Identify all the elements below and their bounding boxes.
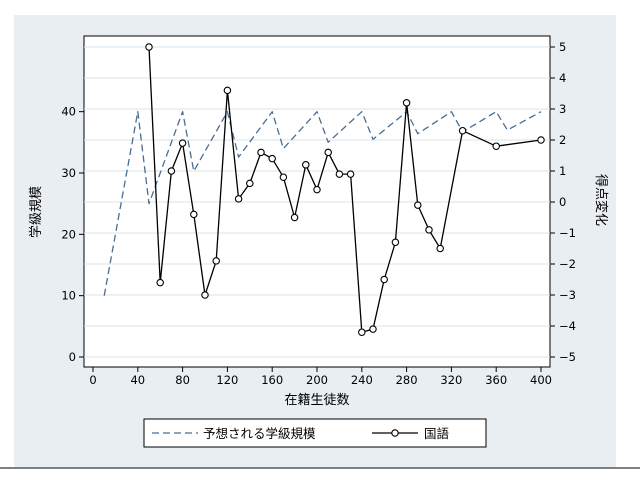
data-point-japanese <box>425 226 433 234</box>
y-right-tick-label: 1 <box>559 164 566 178</box>
series-line-expected-class-size <box>103 111 542 296</box>
x-tick-label: 80 <box>175 373 190 387</box>
data-point-japanese <box>201 291 209 299</box>
legend: 予想される学級規模 国語 <box>143 418 487 448</box>
y-right-tick-label: −1 <box>559 226 576 240</box>
data-point-japanese <box>458 126 467 135</box>
data-point-japanese <box>391 238 400 247</box>
legend-label-japanese: 国語 <box>424 426 450 441</box>
series <box>103 43 545 336</box>
y-right-tick-label: −4 <box>559 319 576 333</box>
y-left-tick-label: 40 <box>61 105 76 119</box>
x-tick-label: 40 <box>130 373 145 387</box>
y-right-tick-label: 3 <box>559 102 566 116</box>
data-point-japanese <box>324 148 332 157</box>
data-point-japanese <box>313 185 321 194</box>
data-point-japanese <box>492 142 500 150</box>
data-point-japanese <box>402 99 411 107</box>
x-tick-label: 0 <box>89 373 96 387</box>
legend-box <box>143 418 487 448</box>
x-tick-label: 400 <box>530 373 552 387</box>
y-axis-label-left: 学級規模 <box>28 186 44 238</box>
data-point-japanese <box>223 86 232 95</box>
data-point-japanese <box>268 154 276 163</box>
y-right-tick-label: −2 <box>559 257 576 271</box>
y-right-tick-label: 0 <box>559 195 566 209</box>
data-point-japanese <box>414 201 422 209</box>
data-point-japanese <box>178 139 187 147</box>
data-point-japanese <box>234 195 243 203</box>
y-left-tick-label: 10 <box>61 289 76 303</box>
y-right-tick-label: −3 <box>559 288 576 302</box>
series-line-japanese <box>148 46 542 333</box>
x-tick-label: 240 <box>351 373 373 387</box>
data-point-japanese <box>302 161 310 169</box>
data-point-japanese <box>190 210 198 219</box>
x-tick-label: 320 <box>440 373 462 387</box>
x-axis-label: 在籍生徒数 <box>284 392 349 408</box>
data-point-japanese <box>335 170 344 178</box>
data-point-japanese <box>167 167 176 175</box>
data-point-japanese <box>358 328 366 336</box>
data-point-japanese <box>246 179 254 188</box>
y-axis-label-right: 得点変化 <box>593 174 609 226</box>
data-point-japanese <box>257 148 265 157</box>
data-point-japanese <box>145 43 153 51</box>
y-right-tick-label: −5 <box>559 350 576 364</box>
axes: 0 40 80 120 160 200 240 280 320 360 400010203040−5… <box>61 40 576 387</box>
x-tick-label: 120 <box>216 373 238 387</box>
x-tick-label: 200 <box>306 373 328 387</box>
y-right-tick-label: 2 <box>559 133 566 147</box>
y-left-tick-label: 30 <box>61 166 76 180</box>
x-tick-label: 360 <box>485 373 507 387</box>
data-point-japanese <box>369 325 377 333</box>
data-point-japanese <box>436 244 444 253</box>
data-point-japanese <box>212 257 220 265</box>
y-left-tick-label: 0 <box>69 350 76 364</box>
y-right-tick-label: 5 <box>559 40 566 54</box>
data-point-japanese <box>290 213 299 222</box>
y-left-tick-label: 20 <box>61 227 76 241</box>
x-tick-label: 160 <box>261 373 283 387</box>
data-point-japanese <box>346 170 355 178</box>
legend-marker-japanese <box>391 429 399 437</box>
legend-label-expected-class-size: 予想される学級規模 <box>203 426 316 441</box>
data-point-japanese <box>537 136 545 144</box>
data-point-japanese <box>380 275 388 284</box>
x-tick-label: 280 <box>396 373 418 387</box>
y-right-tick-label: 4 <box>559 71 566 85</box>
data-point-japanese <box>156 278 164 287</box>
data-point-japanese <box>279 173 288 181</box>
grid-lines <box>84 46 550 358</box>
